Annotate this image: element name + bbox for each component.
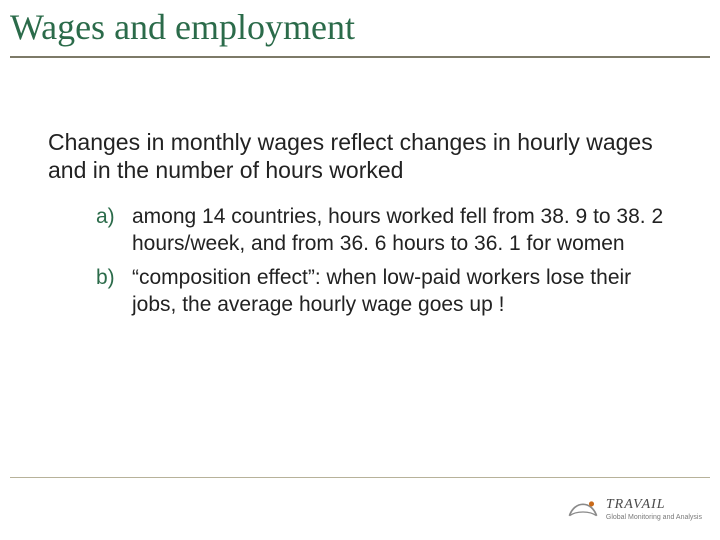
logo-word: TRAVAIL [606, 498, 702, 512]
body: Changes in monthly wages reflect changes… [0, 58, 720, 319]
logo-text: TRAVAIL Global Monitoring and Analysis [606, 498, 702, 521]
slide: Wages and employment Changes in monthly … [0, 0, 720, 540]
lead-paragraph: Changes in monthly wages reflect changes… [48, 128, 672, 186]
list-marker: b) [96, 264, 132, 291]
list-text: among 14 countries, hours worked fell fr… [132, 203, 672, 258]
ordered-list: a) among 14 countries, hours worked fell… [48, 203, 672, 318]
list-text: “composition effect”: when low-paid work… [132, 264, 672, 319]
slide-title: Wages and employment [10, 8, 710, 48]
logo-subtitle: Global Monitoring and Analysis [606, 514, 702, 521]
list-item: a) among 14 countries, hours worked fell… [96, 203, 672, 258]
footer-rule [10, 477, 710, 478]
title-block: Wages and employment [0, 0, 720, 54]
globe-icon [566, 492, 600, 526]
list-item: b) “composition effect”: when low-paid w… [96, 264, 672, 319]
list-marker: a) [96, 203, 132, 230]
footer-logo: TRAVAIL Global Monitoring and Analysis [566, 492, 702, 526]
